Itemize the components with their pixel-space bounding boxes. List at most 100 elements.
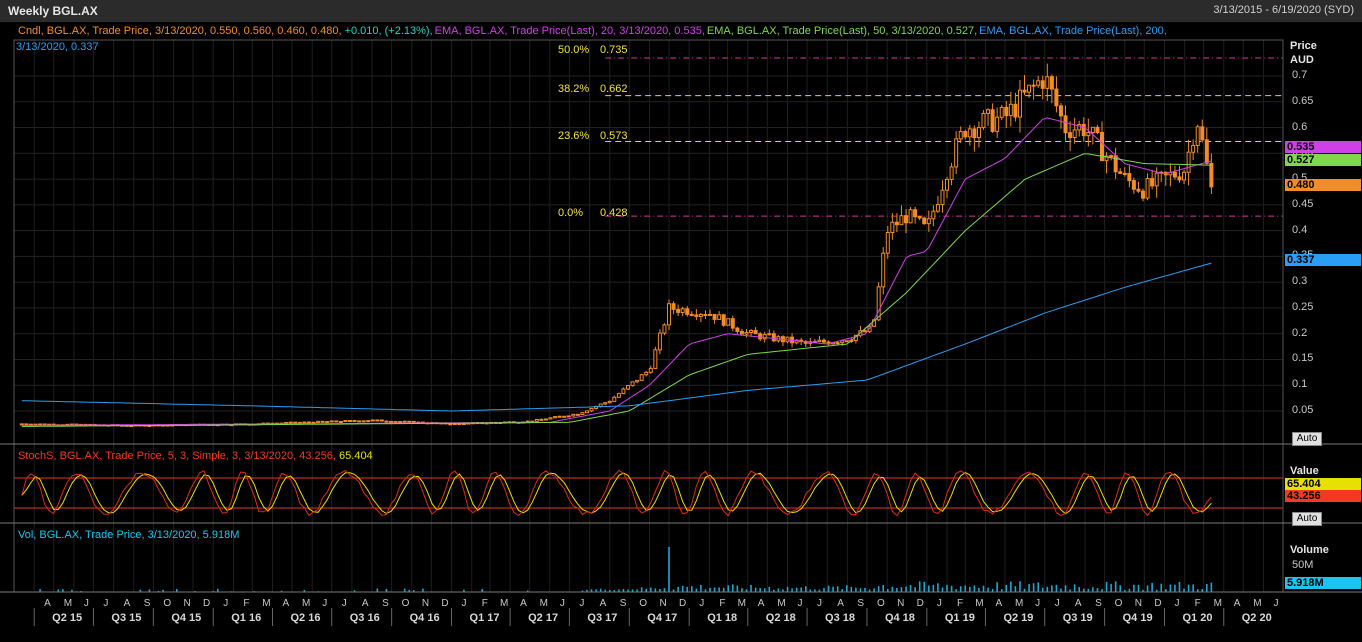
candle-body xyxy=(771,333,776,342)
price-tick: 0.15 xyxy=(1292,352,1314,365)
candle-body xyxy=(721,314,726,326)
month-label: M xyxy=(1014,598,1024,609)
candle-body xyxy=(1127,173,1132,182)
volume-bar xyxy=(595,589,597,592)
candle-body xyxy=(1058,105,1063,117)
candle-body xyxy=(566,415,571,418)
volume-bar xyxy=(814,589,816,592)
volume-bar xyxy=(1055,584,1058,592)
candle-body xyxy=(293,421,298,424)
volume-bar xyxy=(754,587,757,592)
candle-body xyxy=(995,116,1000,132)
volume-bar xyxy=(718,587,720,592)
fib-pct-label: 23.6% xyxy=(558,130,590,142)
volume-bar xyxy=(741,588,743,592)
fibonacci-lines xyxy=(605,57,1283,217)
chart-title: Weekly BGL.AX xyxy=(8,4,98,18)
month-label: J xyxy=(341,598,347,609)
candle-body xyxy=(1200,126,1205,141)
volume-bar xyxy=(950,585,953,592)
volume-bar xyxy=(1178,581,1181,592)
candle-body xyxy=(370,419,375,422)
month-label: J xyxy=(461,598,467,609)
candle-body xyxy=(1090,126,1095,133)
volume-bar xyxy=(162,589,164,592)
legend-ema200: EMA, BGL.AX, Trade Price(Last), 200, xyxy=(979,25,1167,37)
volume-bar xyxy=(750,584,752,592)
volume-bar xyxy=(1114,581,1117,592)
price-tick: 0.25 xyxy=(1292,300,1314,313)
month-label: A xyxy=(837,598,844,609)
auto-scale-button[interactable]: Auto xyxy=(1292,432,1322,446)
volume-bar xyxy=(1019,581,1021,592)
month-label: S xyxy=(1095,598,1102,609)
month-label: O xyxy=(1114,598,1123,609)
volume-bar xyxy=(932,584,935,592)
month-label: M xyxy=(499,598,509,609)
fib-value-label: 0.428 xyxy=(600,207,628,219)
fib-pct-label: 38.2% xyxy=(558,83,590,95)
currency-axis-title: AUD xyxy=(1290,54,1314,66)
candle-body xyxy=(999,106,1004,118)
candle-body xyxy=(580,412,585,415)
candle-body xyxy=(1099,131,1104,162)
volume-bar xyxy=(959,586,962,592)
volume-bar xyxy=(677,586,679,592)
candle-body xyxy=(1040,80,1045,89)
chart-area[interactable] xyxy=(0,22,1362,642)
month-label: A xyxy=(757,598,765,609)
volume-bar xyxy=(686,586,689,592)
month-label: S xyxy=(382,598,389,609)
month-label: J xyxy=(817,598,823,609)
candle-body xyxy=(1008,103,1013,117)
volume-bar xyxy=(1101,589,1103,592)
volume-bar xyxy=(1206,583,1208,592)
candle-body xyxy=(379,419,384,422)
volume-bar xyxy=(640,587,643,592)
volume-bar xyxy=(1023,588,1026,592)
volume-bar xyxy=(586,589,588,592)
quarter-label: Q2 18 xyxy=(765,612,796,624)
month-label: J xyxy=(936,598,942,609)
volume-bar xyxy=(1119,585,1122,592)
candle-body xyxy=(976,127,981,139)
auto-scale-button[interactable]: Auto xyxy=(1292,512,1322,526)
volume-bar xyxy=(631,589,634,592)
date-range[interactable]: 3/13/2015 - 6/19/2020 (SYD) xyxy=(1213,4,1354,16)
candle-body xyxy=(821,339,826,343)
candle-body xyxy=(967,128,972,138)
last-price-tag: 0.480 xyxy=(1285,179,1361,191)
candle-body xyxy=(694,314,699,317)
volume-bar xyxy=(1110,583,1112,592)
candle-body xyxy=(749,330,754,333)
volume-bar xyxy=(57,589,60,592)
candle-body xyxy=(981,112,986,129)
candle-body xyxy=(862,330,867,333)
candle-body xyxy=(1145,178,1150,199)
candle-body xyxy=(904,215,909,224)
month-label: S xyxy=(143,598,151,609)
volume-bar xyxy=(672,589,675,592)
volume-bar xyxy=(700,584,702,592)
month-label: A xyxy=(1074,598,1082,609)
fib-value-label: 0.735 xyxy=(600,44,628,56)
candle-body xyxy=(461,423,466,426)
price-tick: 0.45 xyxy=(1292,197,1314,210)
price-tick: 0.4 xyxy=(1292,223,1308,236)
volume-bar xyxy=(1160,583,1163,592)
volume-bar xyxy=(868,589,871,592)
price-tick: 0.1 xyxy=(1292,378,1308,391)
month-label: D xyxy=(1154,598,1162,609)
volume-bar xyxy=(914,587,916,592)
month-label: A xyxy=(1233,598,1241,609)
volume-bar xyxy=(613,590,616,592)
candle-body xyxy=(603,402,608,405)
quarter-label: Q4 17 xyxy=(647,612,678,624)
volume-bar xyxy=(148,589,151,592)
volume-bar xyxy=(982,585,985,592)
price-tick: 0.3 xyxy=(1292,275,1308,288)
month-label: A xyxy=(520,598,527,609)
candle-body xyxy=(347,420,352,423)
volume-bar xyxy=(627,589,629,592)
candle-body xyxy=(648,367,653,373)
